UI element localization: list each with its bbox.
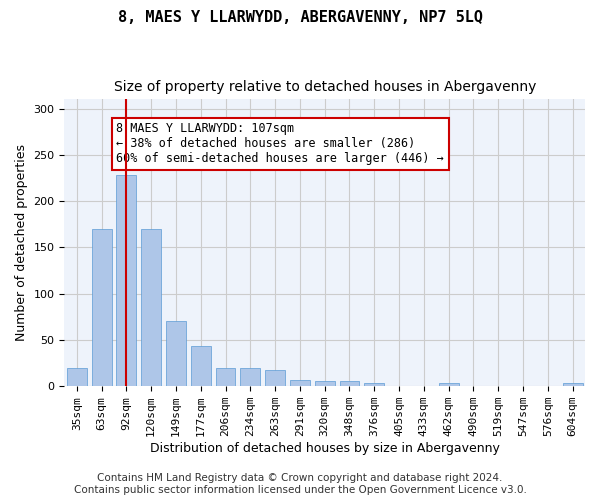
Bar	[241, 368, 260, 386]
Bar	[67, 368, 87, 386]
Bar	[290, 380, 310, 386]
Bar	[191, 346, 211, 386]
Bar	[215, 368, 235, 386]
Text: 8, MAES Y LLARWYDD, ABERGAVENNY, NP7 5LQ: 8, MAES Y LLARWYDD, ABERGAVENNY, NP7 5LQ	[118, 10, 482, 25]
Bar	[141, 229, 161, 386]
Bar	[265, 370, 285, 386]
Bar	[315, 380, 335, 386]
Text: Contains HM Land Registry data © Crown copyright and database right 2024.
Contai: Contains HM Land Registry data © Crown c…	[74, 474, 526, 495]
Bar	[439, 382, 458, 386]
Text: 8 MAES Y LLARWYDD: 107sqm
← 38% of detached houses are smaller (286)
60% of semi: 8 MAES Y LLARWYDD: 107sqm ← 38% of detac…	[116, 122, 444, 166]
Bar	[563, 384, 583, 386]
Title: Size of property relative to detached houses in Abergavenny: Size of property relative to detached ho…	[113, 80, 536, 94]
X-axis label: Distribution of detached houses by size in Abergavenny: Distribution of detached houses by size …	[150, 442, 500, 455]
Bar	[340, 380, 359, 386]
Bar	[116, 175, 136, 386]
Bar	[364, 384, 384, 386]
Bar	[92, 229, 112, 386]
Y-axis label: Number of detached properties: Number of detached properties	[15, 144, 28, 342]
Bar	[166, 322, 186, 386]
